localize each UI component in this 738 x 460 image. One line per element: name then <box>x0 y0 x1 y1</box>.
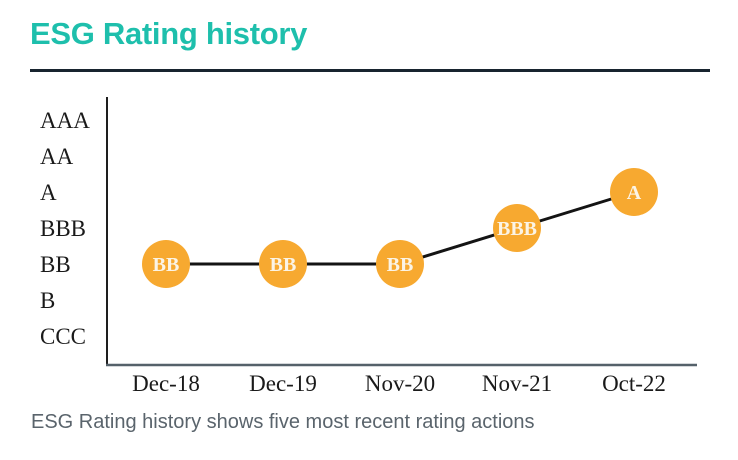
x-axis-tick-label: Dec-18 <box>132 371 200 396</box>
chart-caption: ESG Rating history shows five most recen… <box>31 411 535 433</box>
y-axis-tick-label: A <box>40 180 57 205</box>
data-point <box>610 168 658 216</box>
y-axis-tick-label: CCC <box>40 324 86 349</box>
data-point-label: A <box>627 182 642 204</box>
data-point-label: BB <box>270 254 297 276</box>
data-point <box>376 240 424 288</box>
data-point-label: BBB <box>497 218 537 240</box>
data-point <box>493 204 541 252</box>
x-axis-tick-label: Oct-22 <box>602 371 666 396</box>
y-axis-tick-label: B <box>40 288 55 313</box>
data-point-label: BB <box>387 254 414 276</box>
x-axis-tick-label: Dec-19 <box>249 371 317 396</box>
data-point <box>259 240 307 288</box>
data-point <box>142 240 190 288</box>
x-axis-tick-label: Nov-20 <box>365 371 435 396</box>
page-title: ESG Rating history <box>30 16 308 51</box>
y-axis-tick-label: BBB <box>40 216 86 241</box>
data-point-label: BB <box>153 254 180 276</box>
y-axis-tick-label: AAA <box>40 108 90 133</box>
x-axis-tick-label: Nov-21 <box>482 371 552 396</box>
y-axis-tick-label: BB <box>40 252 71 277</box>
title-divider <box>30 69 710 72</box>
y-axis-tick-label: AA <box>40 144 74 169</box>
